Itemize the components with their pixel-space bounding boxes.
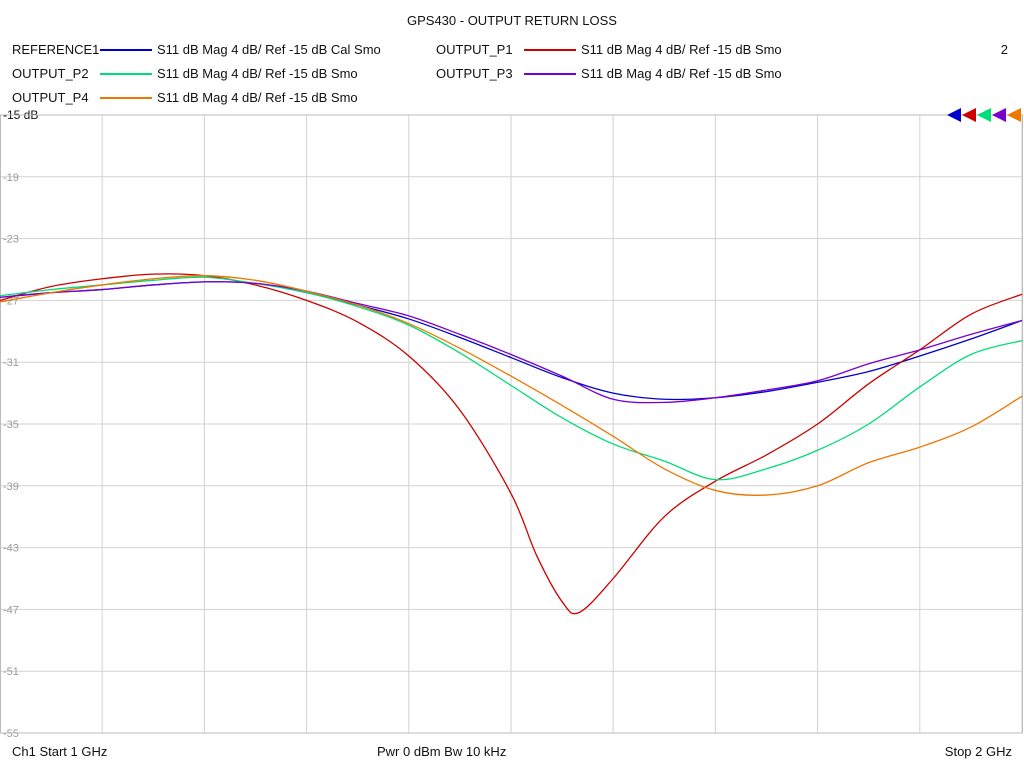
y-tick-label: -31 <box>3 357 19 369</box>
y-tick-label: -51 <box>3 666 19 678</box>
trace-output-p3 <box>0 281 1023 404</box>
legend-trace-swatch <box>524 49 576 51</box>
legend-trace-settings: S11 dB Mag 4 dB/ Ref -15 dB Smo <box>157 66 358 81</box>
start-frequency-label: Ch1 Start 1 GHz <box>12 744 108 759</box>
trace-output-p1 <box>0 273 1023 615</box>
reference-marker-icon <box>992 108 1006 122</box>
chart-title: GPS430 - OUTPUT RETURN LOSS <box>407 13 617 28</box>
legend-trace-settings: S11 dB Mag 4 dB/ Ref -15 dB Cal Smo <box>157 42 381 57</box>
legend-trace-name: OUTPUT_P4 <box>12 90 89 105</box>
y-tick-label: -35 <box>3 419 19 431</box>
legend-trace-swatch <box>524 73 576 75</box>
legend-trace-swatch <box>100 97 152 99</box>
plot-frame <box>0 114 1023 734</box>
power-bandwidth-label: Pwr 0 dBm Bw 10 kHz <box>377 744 507 759</box>
y-tick-label: -47 <box>3 604 19 616</box>
reference-marker-icon <box>977 108 991 122</box>
legend-trace-name: OUTPUT_P2 <box>12 66 89 81</box>
reference-marker-icon <box>1007 108 1021 122</box>
legend-trace-name: REFERENCE1 <box>12 42 100 57</box>
y-tick-label: -39 <box>3 481 19 493</box>
y-tick-label: -43 <box>3 543 19 555</box>
reference-marker-icon <box>962 108 976 122</box>
legend-trace-settings: S11 dB Mag 4 dB/ Ref -15 dB Smo <box>581 66 782 81</box>
legend-trace-settings: S11 dB Mag 4 dB/ Ref -15 dB Smo <box>581 42 782 57</box>
reference-marker-icon <box>947 108 961 122</box>
trace-output-p2 <box>0 276 1023 481</box>
trace-output-p4 <box>0 275 1023 496</box>
channel-number: 2 <box>1000 42 1008 57</box>
legend-trace-name: OUTPUT_P3 <box>436 66 513 81</box>
legend-trace-settings: S11 dB Mag 4 dB/ Ref -15 dB Smo <box>157 90 358 105</box>
y-tick-label: -19 <box>3 172 19 184</box>
legend-trace-swatch <box>100 49 152 51</box>
legend-trace-swatch <box>100 73 152 75</box>
y-tick-label: -23 <box>3 234 19 246</box>
y-tick-label: -55 <box>3 728 19 740</box>
stop-frequency-label: Stop 2 GHz <box>944 744 1012 759</box>
legend-trace-name: OUTPUT_P1 <box>436 42 513 57</box>
